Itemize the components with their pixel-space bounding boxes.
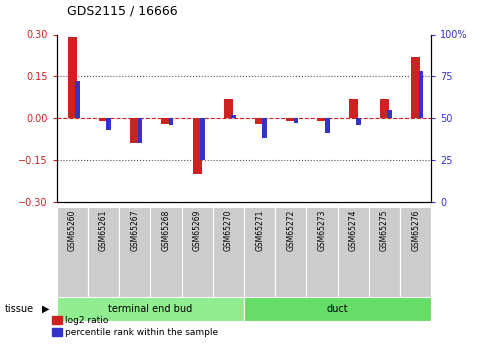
- Text: GSM65269: GSM65269: [193, 210, 202, 251]
- Text: GSM65272: GSM65272: [286, 210, 295, 251]
- Bar: [411, 57, 421, 118]
- Bar: [106, 118, 111, 130]
- Bar: [356, 118, 361, 125]
- Text: GDS2115 / 16666: GDS2115 / 16666: [67, 4, 177, 17]
- Bar: [213, 207, 244, 297]
- Bar: [150, 207, 181, 297]
- Text: GSM65273: GSM65273: [317, 210, 326, 251]
- Bar: [275, 207, 307, 297]
- Bar: [380, 99, 389, 118]
- Bar: [387, 110, 392, 118]
- Bar: [231, 115, 236, 118]
- Bar: [369, 207, 400, 297]
- Text: GSM65274: GSM65274: [349, 210, 358, 251]
- Bar: [119, 207, 150, 297]
- Bar: [294, 118, 298, 123]
- Text: GSM65270: GSM65270: [224, 210, 233, 251]
- Bar: [75, 81, 80, 118]
- Bar: [400, 207, 431, 297]
- Bar: [138, 118, 142, 143]
- Text: GSM65268: GSM65268: [162, 210, 171, 251]
- Bar: [200, 118, 205, 160]
- Text: GSM65271: GSM65271: [255, 210, 264, 251]
- Text: GSM65260: GSM65260: [68, 210, 77, 251]
- Bar: [349, 99, 358, 118]
- Bar: [286, 118, 296, 121]
- Bar: [244, 297, 431, 321]
- Bar: [161, 118, 171, 124]
- Text: terminal end bud: terminal end bud: [108, 304, 192, 314]
- Text: GSM65267: GSM65267: [130, 210, 139, 251]
- Bar: [181, 207, 213, 297]
- Bar: [307, 207, 338, 297]
- Text: duct: duct: [327, 304, 349, 314]
- Bar: [262, 118, 267, 138]
- Bar: [99, 118, 108, 121]
- Text: ▶: ▶: [42, 304, 49, 314]
- Bar: [224, 99, 233, 118]
- Text: GSM65261: GSM65261: [99, 210, 108, 251]
- Bar: [338, 207, 369, 297]
- Bar: [244, 207, 275, 297]
- Bar: [255, 118, 264, 124]
- Bar: [325, 118, 330, 133]
- Bar: [169, 118, 174, 125]
- Bar: [130, 118, 140, 143]
- Bar: [317, 118, 327, 121]
- Bar: [57, 207, 88, 297]
- Text: GSM65276: GSM65276: [411, 210, 420, 251]
- Bar: [68, 37, 77, 118]
- Text: tissue: tissue: [5, 304, 34, 314]
- Bar: [88, 207, 119, 297]
- Bar: [57, 297, 244, 321]
- Text: GSM65275: GSM65275: [380, 210, 389, 251]
- Bar: [419, 71, 423, 118]
- Bar: [192, 118, 202, 174]
- Legend: log2 ratio, percentile rank within the sample: log2 ratio, percentile rank within the s…: [49, 313, 222, 341]
